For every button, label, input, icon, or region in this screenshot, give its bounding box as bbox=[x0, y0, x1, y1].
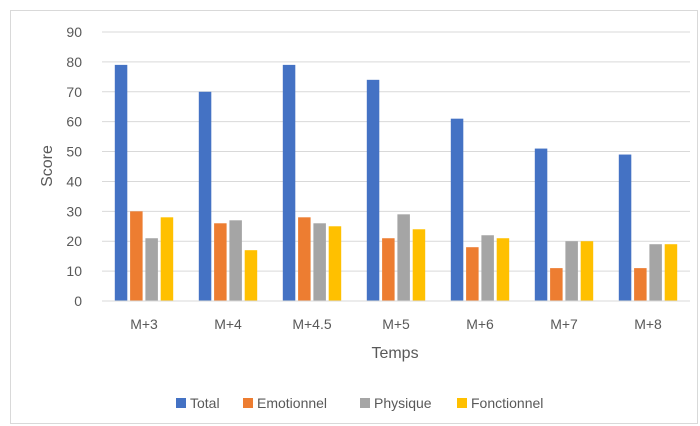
y-tick-label: 10 bbox=[66, 263, 82, 279]
y-tick-label: 50 bbox=[66, 144, 82, 160]
x-tick-label: M+7 bbox=[550, 316, 578, 332]
bar-physique bbox=[565, 241, 578, 301]
bar-physique bbox=[229, 220, 242, 301]
legend-label-emotionnel: Emotionnel bbox=[257, 395, 327, 411]
legend: Total Emotionnel Physique Fonctionnel bbox=[176, 395, 543, 411]
gridlines bbox=[102, 31, 690, 272]
bar-total bbox=[282, 64, 296, 301]
y-tick-label: 20 bbox=[66, 233, 82, 249]
bar-total bbox=[114, 64, 128, 301]
bar-fonctionnel bbox=[328, 226, 342, 301]
bar-total bbox=[450, 118, 464, 301]
legend-swatch-physique bbox=[360, 398, 370, 408]
x-tick-label: M+6 bbox=[466, 316, 494, 332]
bar-fonctionnel bbox=[160, 217, 174, 301]
x-axis-title: Temps bbox=[371, 345, 418, 362]
x-tick-label: M+5 bbox=[382, 316, 410, 332]
bar-fonctionnel bbox=[580, 241, 594, 301]
y-tick-label: 60 bbox=[66, 114, 82, 130]
bar-physique bbox=[145, 238, 158, 301]
y-tick-label: 70 bbox=[66, 84, 82, 100]
bar-emotionnel bbox=[298, 217, 311, 301]
x-tick-label: M+8 bbox=[634, 316, 662, 332]
y-tick-label: 80 bbox=[66, 54, 82, 70]
bar-emotionnel bbox=[130, 211, 143, 301]
bar-emotionnel bbox=[634, 268, 647, 301]
bar-fonctionnel bbox=[412, 229, 426, 301]
bar-fonctionnel bbox=[664, 244, 678, 301]
y-axis-title: Score bbox=[39, 145, 56, 187]
bar-physique bbox=[649, 244, 662, 301]
bar-physique bbox=[397, 214, 410, 301]
legend-swatch-total bbox=[176, 398, 186, 408]
x-tick-label: M+4.5 bbox=[292, 316, 332, 332]
legend-swatch-emotionnel bbox=[243, 398, 253, 408]
bar-fonctionnel bbox=[244, 250, 258, 301]
bar-emotionnel bbox=[550, 268, 563, 301]
legend-label-physique: Physique bbox=[374, 395, 432, 411]
y-tick-label: 0 bbox=[74, 293, 82, 309]
bar-total bbox=[366, 79, 380, 301]
x-axis-ticks: M+3 M+4 M+4.5 M+5 M+6 M+7 M+8 bbox=[130, 316, 662, 332]
y-axis-ticks: 0 10 20 30 40 50 60 70 80 90 bbox=[66, 24, 82, 309]
y-tick-label: 40 bbox=[66, 173, 82, 189]
x-tick-label: M+3 bbox=[130, 316, 158, 332]
x-tick-label: M+4 bbox=[214, 316, 242, 332]
bar-physique bbox=[481, 235, 494, 301]
y-tick-label: 90 bbox=[66, 24, 82, 40]
bar-total bbox=[198, 91, 212, 302]
bar-total bbox=[534, 148, 548, 301]
bar-physique bbox=[313, 223, 326, 301]
bar-emotionnel bbox=[214, 223, 227, 301]
bar-emotionnel bbox=[382, 238, 395, 301]
legend-label-total: Total bbox=[190, 395, 220, 411]
bar-fonctionnel bbox=[496, 238, 510, 301]
y-tick-label: 30 bbox=[66, 203, 82, 219]
bar-emotionnel bbox=[466, 247, 479, 301]
legend-swatch-fonctionnel bbox=[457, 398, 467, 408]
legend-label-fonctionnel: Fonctionnel bbox=[471, 395, 543, 411]
bar-total bbox=[618, 154, 632, 301]
bars bbox=[114, 64, 678, 302]
